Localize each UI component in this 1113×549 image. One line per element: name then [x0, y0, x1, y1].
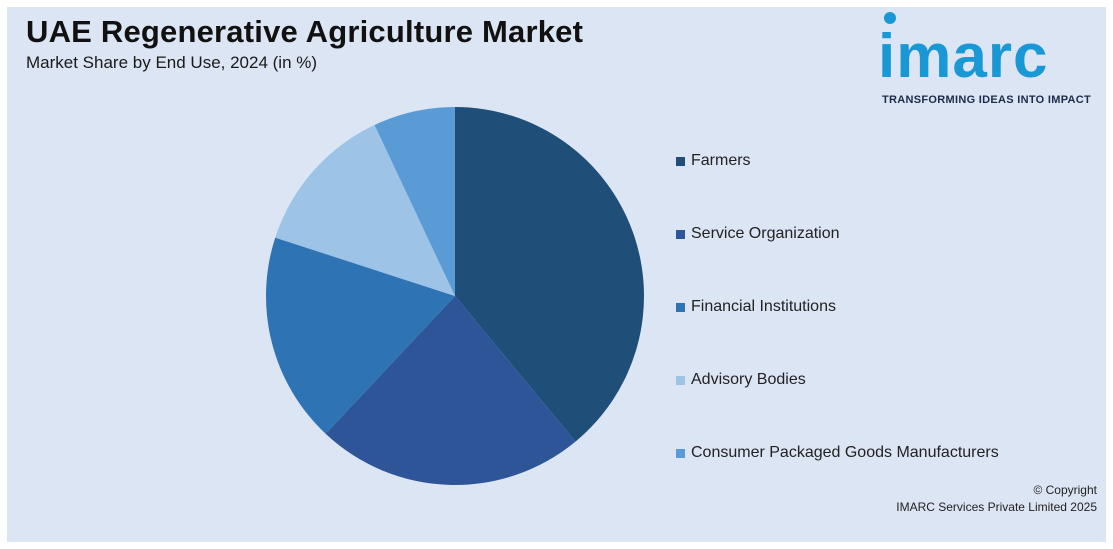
legend-swatch: [676, 156, 685, 166]
legend-item: Financial Institutions: [676, 297, 836, 317]
legend-swatch: [676, 375, 685, 385]
logo-tagline: TRANSFORMING IDEAS INTO IMPACT: [882, 94, 1092, 106]
legend-label: Financial Institutions: [691, 298, 836, 315]
legend-swatch: [676, 229, 685, 239]
legend-item: Service Organization: [676, 224, 840, 244]
logo-dot-icon: [884, 12, 896, 24]
pie-slice-consumer-packaged-goods-manufacturers: [374, 107, 455, 296]
legend-item: Consumer Packaged Goods Manufacturers: [676, 443, 999, 463]
legend-item: Farmers: [676, 151, 751, 171]
copyright-line-2: IMARC Services Private Limited 2025: [896, 500, 1097, 514]
legend-label: Service Organization: [691, 225, 840, 242]
pie-slice-service-organization: [325, 296, 576, 485]
chart-subtitle: Market Share by End Use, 2024 (in %): [26, 53, 318, 72]
pie-slice-advisory-bodies: [275, 124, 455, 296]
legend-label: Consumer Packaged Goods Manufacturers: [691, 444, 999, 461]
imarc-logo: imarc TRANSFORMING IDEAS INTO IMPACT: [878, 12, 1092, 108]
copyright-line-1: © Copyright: [1033, 483, 1097, 497]
legend-label: Farmers: [691, 152, 751, 169]
chart-title: UAE Regenerative Agriculture Market: [26, 14, 584, 49]
pie-slice-farmers: [455, 107, 644, 442]
pie-slice-financial-institutions: [266, 237, 455, 434]
legend-item: Advisory Bodies: [676, 370, 806, 390]
legend-swatch: [676, 302, 685, 312]
copyright-notice: © Copyright IMARC Services Private Limit…: [896, 482, 1097, 516]
logo-wordmark: imarc: [878, 22, 1049, 91]
legend-label: Advisory Bodies: [691, 371, 806, 388]
legend-swatch: [676, 448, 685, 458]
